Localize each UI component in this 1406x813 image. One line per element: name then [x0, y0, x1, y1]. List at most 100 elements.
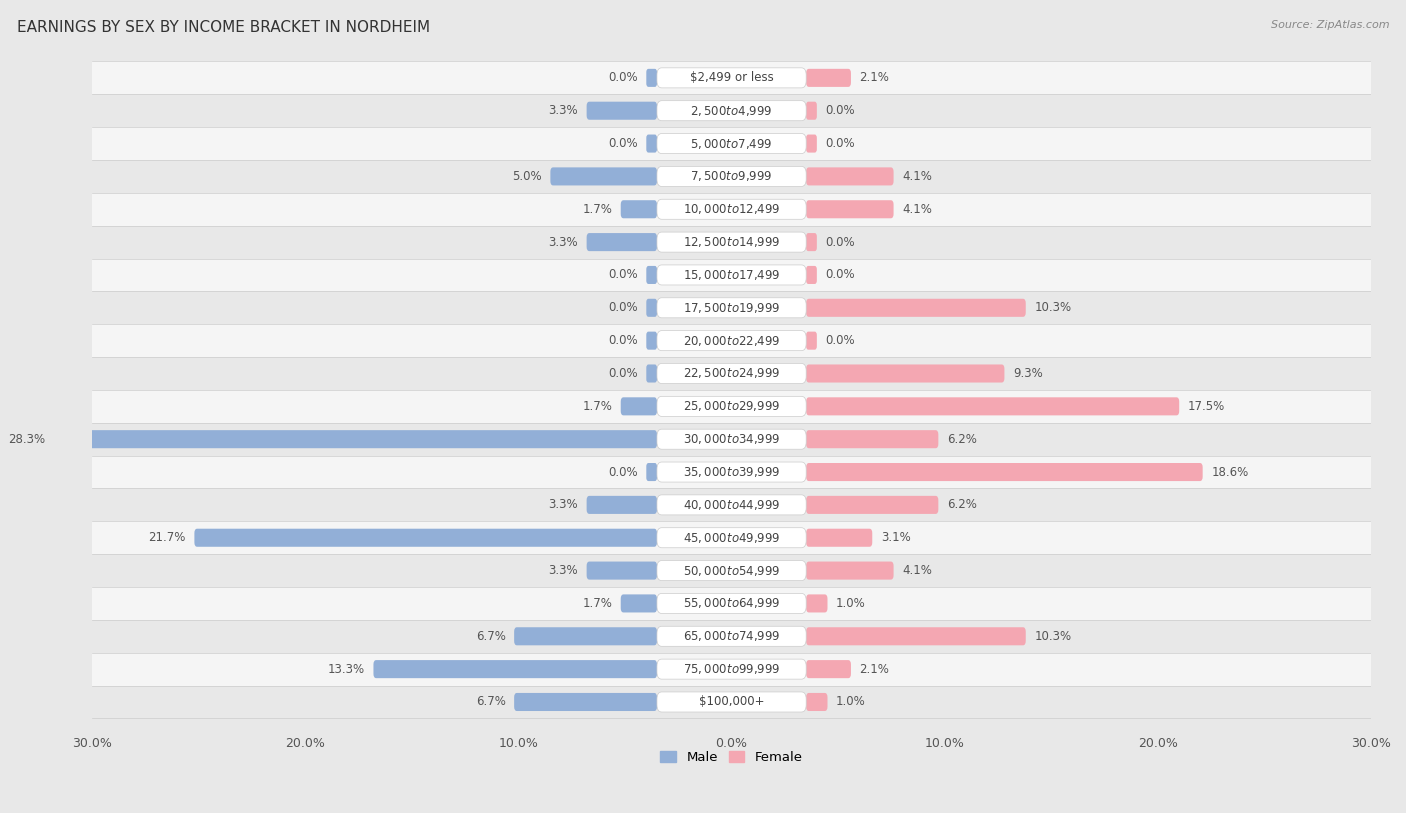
Text: $75,000 to $99,999: $75,000 to $99,999	[683, 662, 780, 676]
Text: 6.7%: 6.7%	[475, 695, 506, 708]
FancyBboxPatch shape	[806, 69, 851, 87]
Text: 1.7%: 1.7%	[582, 400, 612, 413]
FancyBboxPatch shape	[647, 134, 657, 153]
Text: 0.0%: 0.0%	[825, 268, 855, 281]
Text: $40,000 to $44,999: $40,000 to $44,999	[683, 498, 780, 512]
Text: 2.1%: 2.1%	[859, 72, 890, 85]
Text: 3.3%: 3.3%	[548, 498, 578, 511]
FancyBboxPatch shape	[657, 167, 806, 186]
FancyBboxPatch shape	[657, 133, 806, 154]
Text: $15,000 to $17,499: $15,000 to $17,499	[683, 268, 780, 282]
Bar	[91, 489, 1371, 521]
Text: 4.1%: 4.1%	[903, 202, 932, 215]
FancyBboxPatch shape	[806, 167, 894, 185]
FancyBboxPatch shape	[806, 364, 1004, 383]
Text: 3.1%: 3.1%	[880, 531, 911, 544]
FancyBboxPatch shape	[620, 594, 657, 612]
Text: 10.3%: 10.3%	[1035, 302, 1071, 315]
FancyBboxPatch shape	[374, 660, 657, 678]
Text: $45,000 to $49,999: $45,000 to $49,999	[683, 531, 780, 545]
Bar	[91, 357, 1371, 390]
FancyBboxPatch shape	[586, 562, 657, 580]
Text: $10,000 to $12,499: $10,000 to $12,499	[683, 202, 780, 216]
Text: 1.0%: 1.0%	[837, 695, 866, 708]
Bar	[91, 291, 1371, 324]
Bar	[91, 193, 1371, 226]
FancyBboxPatch shape	[806, 660, 851, 678]
FancyBboxPatch shape	[657, 626, 806, 646]
FancyBboxPatch shape	[620, 398, 657, 415]
Text: 21.7%: 21.7%	[149, 531, 186, 544]
Bar	[91, 226, 1371, 259]
FancyBboxPatch shape	[657, 528, 806, 548]
Bar	[91, 94, 1371, 127]
FancyBboxPatch shape	[657, 462, 806, 482]
FancyBboxPatch shape	[657, 396, 806, 416]
Text: 0.0%: 0.0%	[825, 236, 855, 249]
Bar	[91, 554, 1371, 587]
Text: $17,500 to $19,999: $17,500 to $19,999	[683, 301, 780, 315]
Text: 6.2%: 6.2%	[946, 498, 977, 511]
Bar	[91, 685, 1371, 719]
Bar	[91, 587, 1371, 620]
Bar	[91, 423, 1371, 455]
Bar	[91, 653, 1371, 685]
Text: 0.0%: 0.0%	[609, 137, 638, 150]
FancyBboxPatch shape	[586, 233, 657, 251]
Bar	[91, 259, 1371, 291]
Text: 6.2%: 6.2%	[946, 433, 977, 446]
FancyBboxPatch shape	[806, 693, 828, 711]
Text: 3.3%: 3.3%	[548, 104, 578, 117]
FancyBboxPatch shape	[657, 232, 806, 252]
FancyBboxPatch shape	[647, 364, 657, 383]
Text: 0.0%: 0.0%	[609, 466, 638, 479]
Bar	[91, 390, 1371, 423]
FancyBboxPatch shape	[657, 67, 806, 88]
FancyBboxPatch shape	[657, 659, 806, 679]
FancyBboxPatch shape	[806, 528, 872, 547]
Text: $2,500 to $4,999: $2,500 to $4,999	[690, 104, 773, 118]
Text: 3.3%: 3.3%	[548, 236, 578, 249]
Text: 0.0%: 0.0%	[825, 334, 855, 347]
Text: 28.3%: 28.3%	[8, 433, 45, 446]
FancyBboxPatch shape	[647, 463, 657, 481]
Text: $12,500 to $14,999: $12,500 to $14,999	[683, 235, 780, 249]
Text: 18.6%: 18.6%	[1211, 466, 1249, 479]
FancyBboxPatch shape	[586, 102, 657, 120]
FancyBboxPatch shape	[586, 496, 657, 514]
Text: $5,000 to $7,499: $5,000 to $7,499	[690, 137, 773, 150]
Text: $2,499 or less: $2,499 or less	[690, 72, 773, 85]
FancyBboxPatch shape	[515, 628, 657, 646]
FancyBboxPatch shape	[806, 594, 828, 612]
FancyBboxPatch shape	[657, 429, 806, 450]
Text: $7,500 to $9,999: $7,500 to $9,999	[690, 169, 773, 184]
FancyBboxPatch shape	[806, 134, 817, 153]
FancyBboxPatch shape	[647, 332, 657, 350]
Text: 4.1%: 4.1%	[903, 170, 932, 183]
Bar	[91, 521, 1371, 554]
Text: 0.0%: 0.0%	[609, 302, 638, 315]
Text: 0.0%: 0.0%	[609, 72, 638, 85]
Text: 17.5%: 17.5%	[1188, 400, 1225, 413]
FancyBboxPatch shape	[550, 167, 657, 185]
FancyBboxPatch shape	[647, 69, 657, 87]
Text: 1.7%: 1.7%	[582, 202, 612, 215]
Bar	[91, 324, 1371, 357]
Text: EARNINGS BY SEX BY INCOME BRACKET IN NORDHEIM: EARNINGS BY SEX BY INCOME BRACKET IN NOR…	[17, 20, 430, 35]
Text: $35,000 to $39,999: $35,000 to $39,999	[683, 465, 780, 479]
FancyBboxPatch shape	[806, 332, 817, 350]
Text: Source: ZipAtlas.com: Source: ZipAtlas.com	[1271, 20, 1389, 30]
Text: $30,000 to $34,999: $30,000 to $34,999	[683, 433, 780, 446]
Text: 6.7%: 6.7%	[475, 630, 506, 643]
Bar	[91, 127, 1371, 160]
FancyBboxPatch shape	[806, 298, 1026, 317]
FancyBboxPatch shape	[657, 593, 806, 614]
FancyBboxPatch shape	[647, 298, 657, 317]
Text: 1.0%: 1.0%	[837, 597, 866, 610]
FancyBboxPatch shape	[657, 199, 806, 220]
FancyBboxPatch shape	[657, 298, 806, 318]
FancyBboxPatch shape	[806, 200, 894, 218]
FancyBboxPatch shape	[806, 496, 938, 514]
FancyBboxPatch shape	[806, 233, 817, 251]
FancyBboxPatch shape	[194, 528, 657, 547]
